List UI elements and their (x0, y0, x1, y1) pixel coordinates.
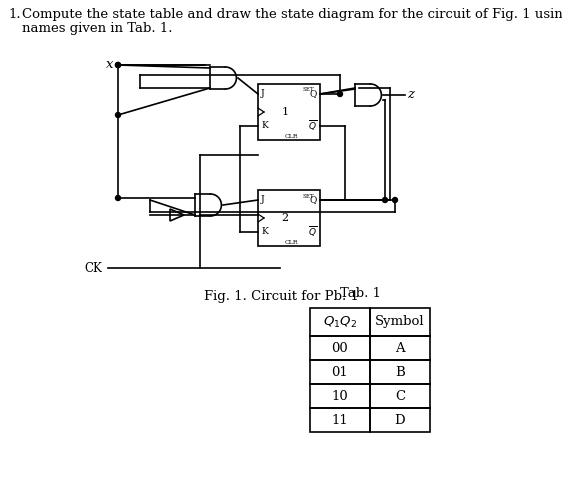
Text: SET: SET (303, 194, 314, 199)
Text: 10: 10 (332, 389, 348, 403)
Text: CLR: CLR (284, 133, 298, 138)
Bar (258, 84, 320, 140)
Text: J: J (261, 89, 265, 98)
Text: x: x (106, 58, 113, 72)
Bar (258, 190, 320, 246)
Text: 1.: 1. (8, 8, 21, 21)
Bar (310, 336, 370, 360)
Circle shape (392, 198, 397, 203)
Bar (310, 408, 370, 432)
Text: Tab. 1: Tab. 1 (339, 287, 380, 300)
Bar (370, 308, 430, 336)
Bar (370, 336, 430, 360)
Bar (370, 360, 430, 384)
Text: $\overline{Q}$: $\overline{Q}$ (308, 225, 317, 240)
Text: C: C (395, 389, 405, 403)
Text: 1: 1 (282, 107, 288, 117)
Text: CK: CK (84, 261, 102, 275)
Text: Q: Q (310, 196, 317, 205)
Bar (370, 384, 430, 408)
Bar (310, 384, 370, 408)
Bar (370, 408, 430, 432)
Circle shape (116, 63, 120, 68)
Text: z: z (407, 88, 414, 101)
Text: B: B (395, 366, 405, 378)
Text: Compute the state table and draw the state diagram for the circuit of Fig. 1 usi: Compute the state table and draw the sta… (22, 8, 562, 21)
Bar (310, 308, 370, 336)
Circle shape (338, 91, 342, 96)
Text: 01: 01 (332, 366, 348, 378)
Text: Symbol: Symbol (375, 316, 425, 329)
Text: K: K (261, 228, 268, 237)
Circle shape (116, 113, 120, 118)
Text: Fig. 1. Circuit for Pb. 1: Fig. 1. Circuit for Pb. 1 (203, 290, 359, 303)
Circle shape (383, 198, 388, 203)
Text: $\overline{Q}$: $\overline{Q}$ (308, 119, 317, 133)
Text: J: J (261, 196, 265, 205)
Text: names given in Tab. 1.: names given in Tab. 1. (22, 22, 173, 35)
Circle shape (116, 196, 120, 201)
Text: A: A (395, 341, 405, 355)
Text: Q: Q (310, 89, 317, 98)
Text: 2: 2 (282, 213, 288, 223)
Text: 00: 00 (332, 341, 348, 355)
Circle shape (116, 63, 120, 68)
Bar (310, 360, 370, 384)
Text: SET: SET (303, 87, 314, 92)
Text: CLR: CLR (284, 240, 298, 245)
Text: 11: 11 (332, 413, 348, 426)
Text: K: K (261, 122, 268, 130)
Text: $Q_1Q_2$: $Q_1Q_2$ (323, 315, 357, 329)
Text: D: D (395, 413, 405, 426)
